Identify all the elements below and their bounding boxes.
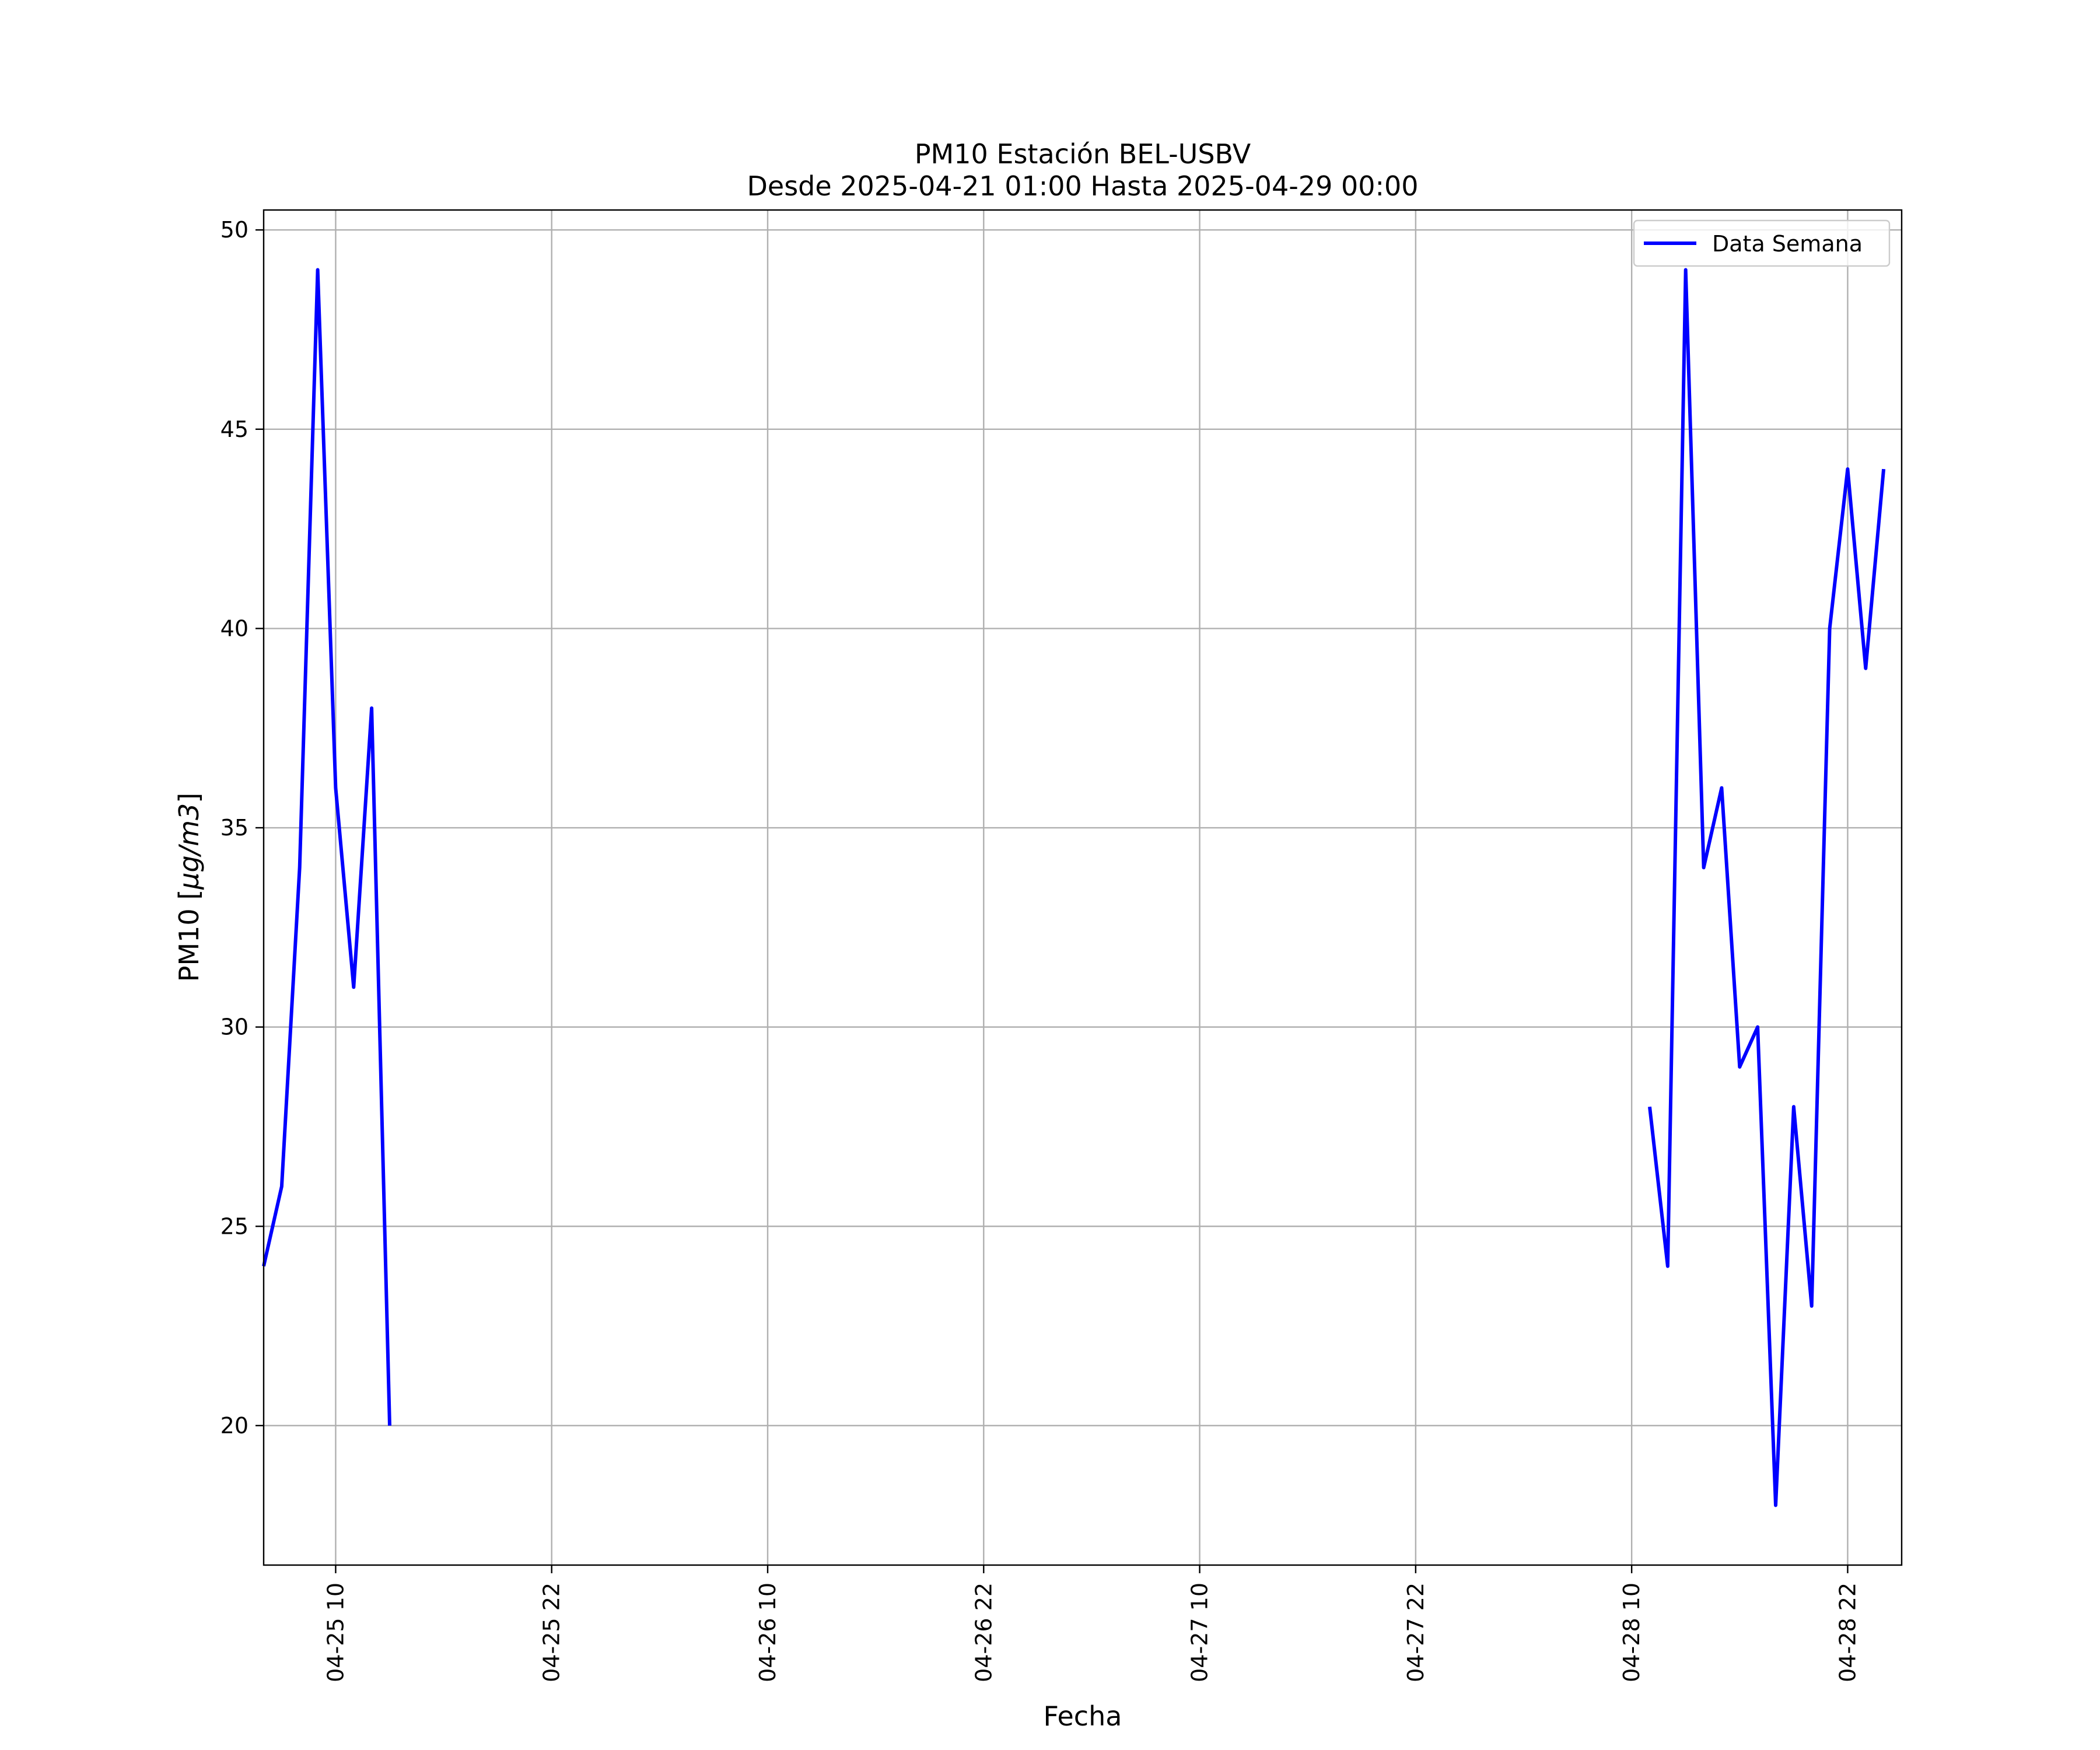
legend-entry-data-semana: Data Semana <box>1712 231 1863 257</box>
series-layer <box>262 268 1886 1507</box>
y-tick-label: 45 <box>220 416 249 442</box>
y-tick-label: 50 <box>220 217 249 243</box>
x-axis-ticks: 04-25 10 04-25 22 04-26 10 04-26 22 04-27 10… <box>323 1565 1860 1682</box>
legend: Data Semana <box>1633 219 1891 267</box>
y-tick-label: 25 <box>220 1213 249 1239</box>
x-tick-label: 04-28 10 <box>1619 1583 1644 1682</box>
grid-layer <box>264 210 1902 1565</box>
y-axis-ticks: 20 25 30 35 40 45 50 <box>220 217 264 1438</box>
y-axis-label: PM10 [µg/m3] <box>173 793 205 982</box>
series-line-data-semana-segment-1 <box>262 268 391 1426</box>
y-tick-label: 40 <box>220 615 249 641</box>
x-tick-label: 04-25 22 <box>539 1583 565 1682</box>
x-tick-label: 04-26 10 <box>755 1583 780 1682</box>
plot-area <box>264 210 1902 1565</box>
chart-subtitle: Desde 2025-04-21 01:00 Hasta 2025-04-29 … <box>747 170 1418 202</box>
x-tick-label: 04-26 22 <box>971 1583 996 1682</box>
legend-box <box>1633 219 1891 267</box>
x-tick-label: 04-28 22 <box>1835 1583 1860 1682</box>
series-line-data-semana-segment-2 <box>1648 268 1886 1507</box>
y-tick-label: 30 <box>220 1014 249 1040</box>
x-tick-label: 04-27 22 <box>1403 1583 1429 1682</box>
x-tick-label: 04-27 10 <box>1187 1583 1213 1682</box>
chart-title: PM10 Estación BEL-USBV <box>915 138 1251 170</box>
plot-frame <box>262 209 1903 1566</box>
y-tick-label: 35 <box>220 815 249 841</box>
x-axis-label: Fecha <box>1044 1700 1122 1732</box>
y-tick-label: 20 <box>220 1413 249 1438</box>
x-tick-label: 04-25 10 <box>323 1583 348 1682</box>
